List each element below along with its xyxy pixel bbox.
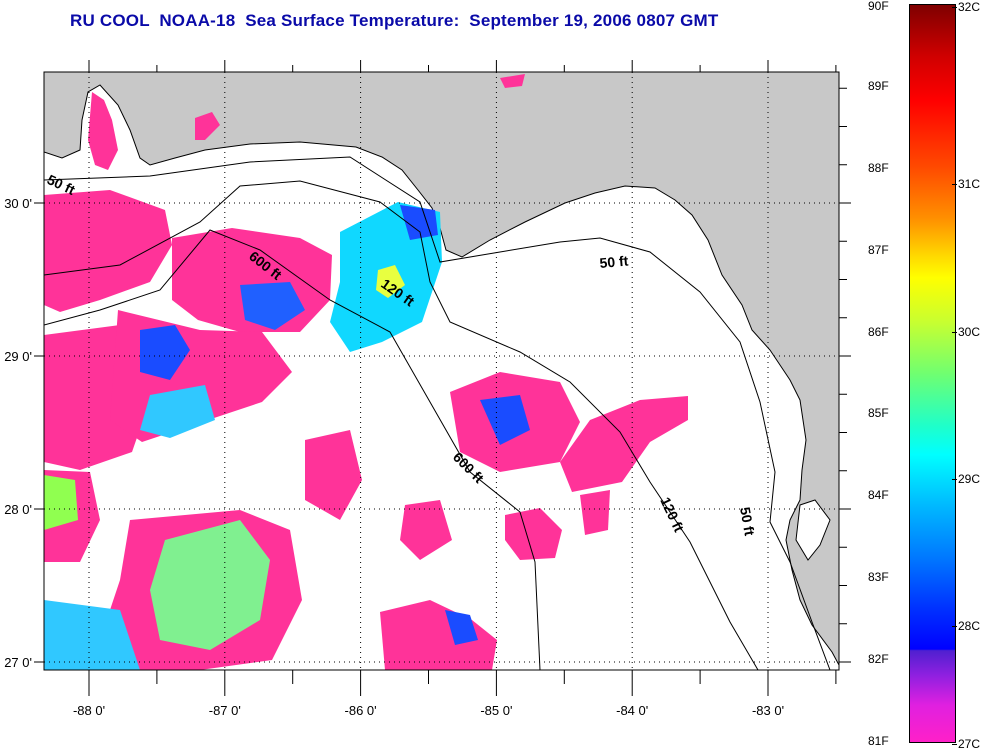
latitude-label: 28 0' — [4, 502, 32, 517]
colorbar — [909, 4, 956, 743]
sst-patch-cyan — [140, 385, 215, 438]
sst-patch-green — [44, 475, 78, 530]
sst-patch-blue — [400, 205, 438, 240]
sst-patch-cyan — [44, 600, 140, 670]
colorbar-label-c: 28C — [958, 619, 981, 634]
longitude-label: -87 0' — [209, 703, 241, 718]
sst-patch-blue — [240, 282, 305, 330]
longitude-label: -86 0' — [345, 703, 377, 718]
colorbar-label-f: 81F — [868, 734, 889, 748]
colorbar-tick — [952, 331, 957, 333]
colorbar-tick — [952, 184, 957, 186]
contour-label: 50 ft — [599, 253, 629, 271]
colorbar-label-c: 31C — [958, 177, 981, 192]
bay-water — [195, 112, 220, 140]
sst-patch-yellow — [376, 265, 405, 298]
colorbar-label-f: 86F — [868, 324, 889, 339]
colorbar-tick — [952, 478, 957, 480]
chart-title: RU COOL NOAA-18 Sea Surface Temperature:… — [70, 11, 719, 30]
colorbar-tick — [952, 626, 957, 628]
colorbar-label-c: 30C — [958, 324, 981, 339]
sst-patches — [44, 74, 688, 670]
sst-patch-warm-pink — [580, 490, 610, 535]
colorbar-label-f: 84F — [868, 488, 889, 503]
contour-600ft — [44, 229, 541, 670]
colorbar-tick — [952, 7, 957, 8]
contour-120ft — [44, 180, 759, 670]
latitude-label: 29 0' — [4, 349, 32, 364]
contour-label: 50 ft — [737, 506, 758, 537]
longitude-label: -83 0' — [752, 703, 784, 718]
sst-patch-warm-pink — [560, 396, 688, 492]
bay-water — [88, 92, 118, 170]
tampa-bay-water — [795, 499, 831, 561]
colorbar-label-f: 82F — [868, 652, 889, 667]
sst-patch-warm-pink — [500, 74, 525, 88]
axis-ticks — [34, 60, 851, 696]
colorbar-label-f: 90F — [868, 0, 889, 13]
colorbar-label-f: 85F — [868, 406, 889, 421]
latitude-label: 27 0' — [4, 655, 32, 670]
sst-patch-green — [150, 520, 270, 650]
sst-patch-blue — [445, 610, 478, 645]
colorbar-label-f: 87F — [868, 242, 889, 257]
latitude-label: 30 0' — [4, 196, 32, 211]
land-mass — [44, 72, 839, 666]
map-frame — [43, 71, 840, 671]
colorbar-label-c: 32C — [958, 0, 981, 14]
longitude-label: -85 0' — [480, 703, 512, 718]
colorbar-label-c: 27C — [958, 737, 981, 751]
longitude-label: -88 0' — [73, 703, 105, 718]
sst-patch-warm-pink — [305, 430, 362, 520]
sst-patch-warm-pink — [400, 500, 452, 560]
colorbar-label-f: 89F — [868, 78, 889, 93]
sst-patch-blue — [480, 395, 530, 445]
colorbar-label-c: 29C — [958, 471, 981, 486]
colorbar-label-f: 88F — [868, 160, 889, 175]
sst-patch-warm-pink — [44, 190, 172, 312]
sst-patch-blue — [140, 325, 190, 380]
colorbar-label-f: 83F — [868, 570, 889, 585]
sst-patch-warm-pink — [380, 600, 497, 670]
sst-patch-warm-pink — [505, 508, 562, 560]
colorbar-tick — [952, 744, 957, 745]
contour-50ft — [44, 156, 831, 670]
longitude-label: -84 0' — [616, 703, 648, 718]
